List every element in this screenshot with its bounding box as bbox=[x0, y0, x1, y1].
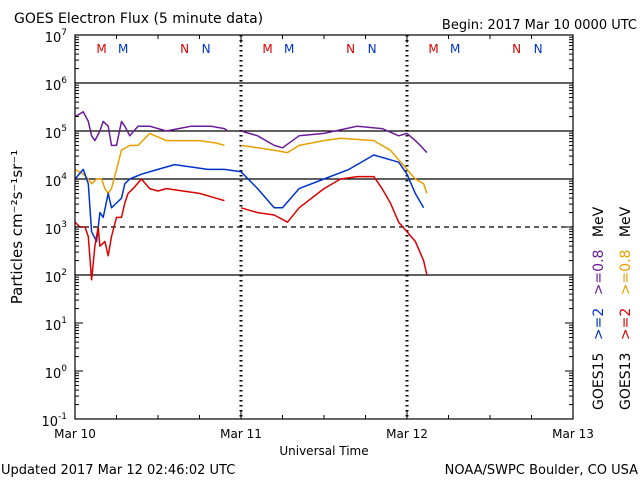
y-tick-base: 10 bbox=[45, 127, 62, 142]
begin-date-label: Begin: 2017 Mar 10 0000 UTC bbox=[442, 18, 637, 33]
legend-entry: >=0.8 bbox=[618, 250, 634, 300]
y-tick-label: 105 bbox=[45, 124, 67, 142]
y-tick-base: 10 bbox=[45, 175, 62, 190]
legend-entry: >=2 bbox=[618, 308, 634, 345]
y-tick-exponent: 4 bbox=[61, 172, 67, 182]
x-tick-label: Mar 11 bbox=[220, 427, 262, 441]
y-tick-exponent: 1 bbox=[61, 316, 67, 326]
series-line-goes15-0p8mev bbox=[74, 111, 428, 154]
x-tick-label: Mar 10 bbox=[54, 427, 96, 441]
y-tick-label: 101 bbox=[45, 316, 67, 334]
noon-marker: N bbox=[346, 42, 355, 56]
y-tick-exponent: 2 bbox=[61, 268, 67, 278]
y-tick-label: 104 bbox=[45, 172, 68, 190]
series-line-goes13-2mev bbox=[74, 175, 428, 281]
x-tick-label: Mar 13 bbox=[552, 427, 594, 441]
series-line-goes13-0p8mev bbox=[74, 132, 428, 195]
series-line-goes15-2mev bbox=[74, 154, 425, 243]
y-tick-base: 10 bbox=[45, 367, 62, 382]
y-tick-exponent: 6 bbox=[61, 76, 67, 86]
y-tick-base: 10 bbox=[45, 223, 62, 238]
y-tick-exponent: 7 bbox=[61, 28, 67, 38]
y-tick-label: 103 bbox=[45, 220, 67, 238]
y-tick-base: 10 bbox=[45, 79, 62, 94]
y-tick-base: 10 bbox=[41, 415, 58, 430]
legend-goes15: GOES15 >=2 >=0.8 MeV bbox=[591, 206, 607, 410]
x-tick-label: Mar 12 bbox=[386, 427, 428, 441]
y-tick-exponent: 5 bbox=[61, 124, 67, 134]
y-axis-label: Particles cm⁻²s⁻¹sr⁻¹ bbox=[8, 150, 26, 304]
legend-entry: GOES13 bbox=[618, 353, 634, 410]
legend-entry: GOES15 bbox=[591, 353, 607, 410]
y-tick-base: 10 bbox=[45, 271, 62, 286]
legend-goes13: GOES13 >=2 >=0.8 MeV bbox=[618, 206, 634, 410]
noon-marker: N bbox=[368, 42, 377, 56]
legend-entry: MeV bbox=[618, 206, 634, 241]
noon-marker: N bbox=[512, 42, 521, 56]
midnight-marker: M bbox=[96, 42, 106, 56]
y-tick-label: 107 bbox=[45, 28, 67, 46]
y-tick-label: 10-1 bbox=[41, 412, 67, 430]
x-axis-label: Universal Time bbox=[279, 444, 368, 458]
noon-marker: N bbox=[534, 42, 543, 56]
midnight-marker: M bbox=[118, 42, 128, 56]
legend-entry: >=0.8 bbox=[591, 250, 607, 300]
legend-entry: >=2 bbox=[591, 308, 607, 345]
y-tick-exponent: -1 bbox=[58, 412, 67, 422]
y-tick-label: 100 bbox=[45, 364, 68, 382]
midnight-marker: M bbox=[284, 42, 294, 56]
y-tick-exponent: 0 bbox=[61, 364, 67, 374]
legend-entry: MeV bbox=[591, 206, 607, 241]
noon-marker: N bbox=[202, 42, 211, 56]
y-tick-label: 102 bbox=[45, 268, 67, 286]
y-tick-base: 10 bbox=[45, 31, 62, 46]
y-tick-base: 10 bbox=[45, 319, 62, 334]
y-tick-label: 106 bbox=[45, 76, 68, 94]
updated-timestamp: Updated 2017 Mar 12 02:46:02 UTC bbox=[1, 463, 235, 478]
credit-label: NOAA/SWPC Boulder, CO USA bbox=[445, 463, 638, 478]
noon-marker: N bbox=[180, 42, 189, 56]
chart-title: GOES Electron Flux (5 minute data) bbox=[14, 11, 263, 27]
midnight-marker: M bbox=[262, 42, 272, 56]
y-tick-exponent: 3 bbox=[61, 220, 67, 230]
midnight-marker: M bbox=[450, 42, 460, 56]
midnight-marker: M bbox=[428, 42, 438, 56]
